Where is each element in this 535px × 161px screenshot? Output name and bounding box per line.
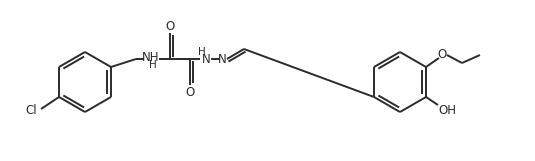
- Text: Cl: Cl: [25, 104, 37, 118]
- Text: H: H: [149, 60, 157, 70]
- Text: N: N: [218, 52, 226, 66]
- Text: N: N: [202, 52, 210, 66]
- Text: H: H: [198, 47, 206, 57]
- Text: OH: OH: [438, 104, 456, 118]
- Text: O: O: [185, 85, 195, 99]
- Text: O: O: [165, 19, 174, 33]
- Text: NH: NH: [142, 51, 160, 63]
- Text: O: O: [437, 47, 447, 61]
